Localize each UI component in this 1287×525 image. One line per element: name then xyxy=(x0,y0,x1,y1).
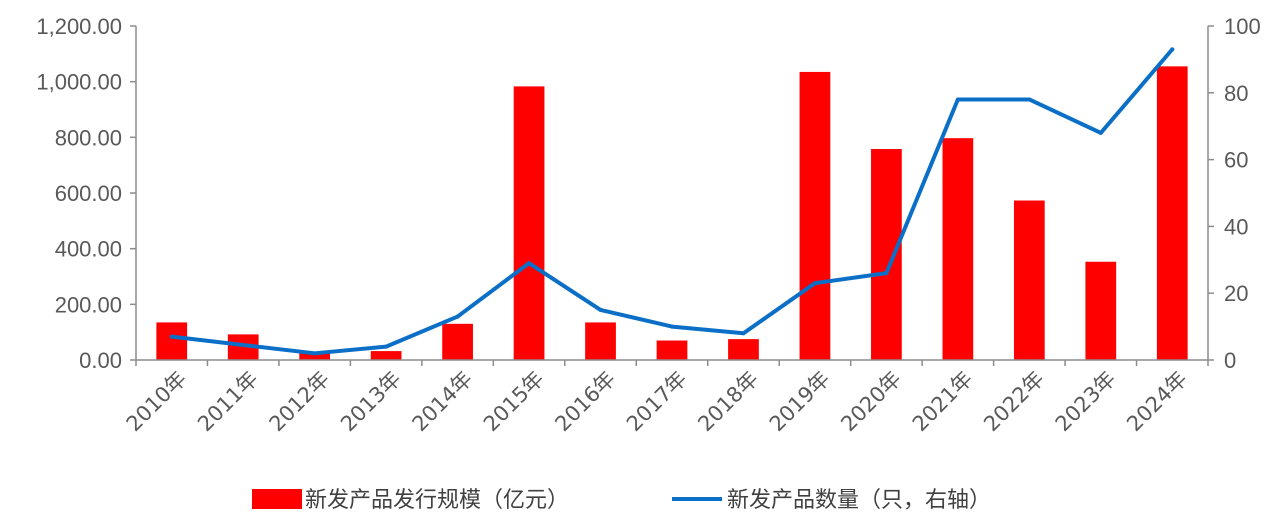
right-axis-tick-label: 0 xyxy=(1224,348,1236,373)
left-axis-tick-label: 800.00 xyxy=(55,125,122,150)
legend-line-label: 新发产品数量（只，右轴） xyxy=(727,488,991,513)
bar-2020年 xyxy=(871,149,902,360)
x-axis-tick-label: 2014年 xyxy=(408,367,478,437)
line-point-2022年 xyxy=(1027,97,1032,102)
line-point-2010年 xyxy=(169,334,174,339)
bar-2016年 xyxy=(585,322,616,360)
bar-series xyxy=(156,66,1188,361)
x-axis-tick-label: 2020年 xyxy=(836,367,906,437)
x-axis-tick-label: 2016年 xyxy=(550,367,620,437)
left-axis-tick-label: 1,200.00 xyxy=(36,14,122,39)
bar-2019年 xyxy=(799,71,831,361)
line-point-2014年 xyxy=(455,314,460,319)
x-axis-tick-label: 2017年 xyxy=(622,367,692,437)
x-axis-tick-label: 2024年 xyxy=(1122,367,1192,437)
right-axis-tick-label: 60 xyxy=(1224,148,1248,173)
line-point-2011年 xyxy=(241,342,246,347)
left-axis-tick-label: 600.00 xyxy=(55,181,122,206)
x-axis-tick-label: 2011年 xyxy=(193,367,263,437)
x-axis-tick-label: 2023年 xyxy=(1051,367,1121,437)
x-axis-tick-label: 2022年 xyxy=(979,367,1049,437)
x-axis: 2010年 2011年 2012年 2013年 2014年 2015年 2016年 2017年… xyxy=(122,359,1209,437)
right-axis-tick-label: 40 xyxy=(1224,214,1248,239)
line-series xyxy=(169,47,1175,356)
line-point-2021年 xyxy=(955,97,960,102)
bar-2022年 xyxy=(1013,200,1045,360)
left-axis-tick-label: 200.00 xyxy=(55,292,122,317)
bar-2014年 xyxy=(442,323,473,360)
x-axis-tick-label: 2013年 xyxy=(336,367,406,437)
left-axis-tick-label: 400.00 xyxy=(55,237,122,262)
line-point-2013年 xyxy=(384,344,389,349)
x-axis-tick-label: 2021年 xyxy=(908,367,978,437)
legend-bar-swatch xyxy=(252,489,302,509)
line-point-2018年 xyxy=(741,331,746,336)
bar-2021年 xyxy=(942,138,974,360)
bar-2013年 xyxy=(370,351,402,360)
right-axis-tick-label: 100 xyxy=(1224,14,1261,39)
x-axis-tick-label: 2019年 xyxy=(765,367,835,437)
x-axis-tick-label: 2010年 xyxy=(122,367,192,437)
line-point-2012年 xyxy=(312,351,317,356)
bar-2018年 xyxy=(728,339,759,360)
bar-2017年 xyxy=(656,340,688,360)
line-point-2016年 xyxy=(598,307,603,312)
x-axis-tick-label: 2015年 xyxy=(479,367,549,437)
legend: 新发产品发行规模（亿元） 新发产品数量（只，右轴） xyxy=(252,488,991,513)
left-axis-tick-label: 0.00 xyxy=(79,348,122,373)
line-point-2024年 xyxy=(1170,47,1175,52)
line-point-2023年 xyxy=(1098,130,1103,135)
left-y-axis: 0.00 200.00 400.00 600.00 800.00 1,000.00 1,20… xyxy=(36,14,137,373)
right-y-axis: 0 20 40 60 80 100 xyxy=(1207,14,1261,373)
left-axis-tick-label: 1,000.00 xyxy=(36,70,122,95)
x-axis-tick-label: 2012年 xyxy=(265,367,335,437)
line-point-2019年 xyxy=(812,281,817,286)
bar-2023年 xyxy=(1085,261,1117,360)
bar-2010年 xyxy=(156,322,188,360)
bar-2012年 xyxy=(299,352,331,360)
legend-bar-label: 新发产品发行规模（亿元） xyxy=(305,488,569,513)
bar-2024年 xyxy=(1156,66,1188,360)
line-point-2015年 xyxy=(527,261,532,266)
bar-2015年 xyxy=(513,86,545,361)
line-point-2017年 xyxy=(670,324,674,329)
right-axis-tick-label: 20 xyxy=(1224,281,1248,306)
right-axis-tick-label: 80 xyxy=(1224,81,1248,106)
line-point-2020年 xyxy=(884,271,889,276)
x-axis-tick-label: 2018年 xyxy=(693,367,763,437)
